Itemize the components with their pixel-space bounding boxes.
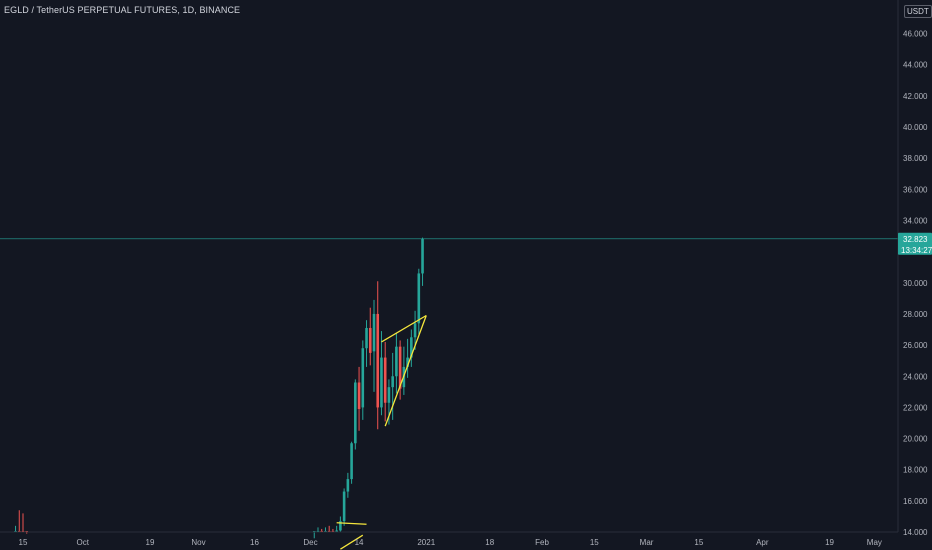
candle[interactable]: [380, 331, 383, 416]
candle[interactable]: [402, 346, 406, 395]
candle-body: [365, 327, 368, 349]
candle-body: [372, 313, 376, 352]
price-tick-label: 34.000: [903, 216, 928, 225]
price-badge-bg: [898, 232, 932, 255]
candle[interactable]: [376, 281, 380, 430]
price-tick-label: 44.000: [903, 61, 928, 70]
candle-body: [395, 346, 398, 377]
current-price-badge: 32.823 13:34:27: [898, 232, 932, 255]
price-tick-label: 26.000: [903, 341, 928, 350]
candle-body: [342, 491, 346, 522]
candle[interactable]: [342, 488, 346, 526]
countdown-label: 13:34:27: [901, 246, 932, 255]
candle[interactable]: [413, 310, 417, 350]
candle-body: [406, 357, 409, 367]
price-tick-label: 24.000: [903, 372, 928, 381]
price-tick-label: 38.000: [903, 154, 928, 163]
time-tick-label: Nov: [191, 538, 205, 547]
candle[interactable]: [417, 268, 421, 335]
candle[interactable]: [327, 525, 331, 532]
candle-body: [410, 337, 413, 358]
candle[interactable]: [316, 527, 320, 532]
price-tick-label: 46.000: [903, 30, 928, 39]
time-tick-label: 18: [485, 538, 494, 547]
price-tick-label: 28.000: [903, 310, 928, 319]
candle[interactable]: [365, 320, 368, 367]
candle-body: [383, 357, 387, 403]
candle[interactable]: [383, 341, 387, 422]
candle[interactable]: [406, 338, 409, 378]
candle-body: [398, 346, 402, 389]
price-tick-label: 30.000: [903, 279, 928, 288]
candle[interactable]: [17, 510, 21, 532]
trendline[interactable]: [340, 534, 364, 550]
price-axis: 14.000 16.000 18.000 20.000 22.000 24.000 26.0…: [897, 0, 928, 537]
candle[interactable]: [357, 366, 361, 431]
trendline[interactable]: [336, 522, 367, 525]
candle[interactable]: [339, 516, 342, 532]
candle[interactable]: [354, 379, 357, 450]
candle-body: [391, 376, 394, 388]
time-tick-label: Dec: [303, 538, 317, 547]
trendline[interactable]: [384, 315, 427, 427]
candle-body: [354, 382, 357, 444]
price-tick-label: 36.000: [903, 185, 928, 194]
time-tick-label: 15: [590, 538, 599, 547]
candle[interactable]: [324, 527, 327, 532]
price-tick-label: 16.000: [903, 497, 928, 506]
candle-body: [380, 357, 383, 408]
candle-body: [361, 348, 365, 408]
price-tick-label: 42.000: [903, 92, 928, 101]
time-tick-label: 14: [355, 538, 364, 547]
candle-body: [339, 521, 342, 531]
price-tick-label: 20.000: [903, 435, 928, 444]
time-tick-label: Mar: [640, 538, 654, 547]
candle-body: [387, 387, 391, 403]
candle[interactable]: [346, 472, 350, 498]
candle[interactable]: [421, 237, 424, 286]
time-tick-label: 2021: [417, 538, 435, 547]
candle[interactable]: [395, 332, 398, 394]
candle[interactable]: [372, 299, 376, 392]
time-tick-label: Oct: [77, 538, 90, 547]
price-tick-label: 40.000: [903, 123, 928, 132]
time-tick-label: 16: [250, 538, 259, 547]
price-tick-label: 22.000: [903, 403, 928, 412]
candles: [14, 237, 424, 539]
chart-title: EGLD / TetherUS PERPETUAL FUTURES, 1D, B…: [4, 5, 241, 15]
candle-body: [368, 327, 372, 353]
candle-body: [417, 273, 421, 324]
candle-body: [335, 530, 338, 532]
candle[interactable]: [361, 340, 365, 420]
trendlines: [336, 314, 427, 550]
candle-body: [357, 382, 361, 409]
candle-body: [413, 323, 417, 338]
time-tick-label: Feb: [535, 538, 549, 547]
candle-body: [376, 313, 380, 408]
candle[interactable]: [398, 340, 402, 400]
candle-body: [350, 443, 353, 480]
time-tick-label: 15: [694, 538, 703, 547]
candle[interactable]: [335, 525, 338, 532]
time-tick-label: Apr: [756, 538, 769, 547]
candle[interactable]: [368, 307, 372, 366]
time-axis: 15 Oct 19 Nov 16 Dec 14 2021 18 Feb 15 Mar 15 Apr 19 Ma…: [0, 531, 898, 547]
candle[interactable]: [21, 513, 25, 532]
candle[interactable]: [14, 525, 17, 532]
candle[interactable]: [410, 329, 413, 367]
trendline[interactable]: [381, 314, 427, 343]
price-tick-label: 18.000: [903, 466, 928, 475]
candle-body: [346, 479, 350, 492]
price-tick-label: 14.000: [903, 528, 928, 537]
current-price-label: 32.823: [903, 235, 928, 244]
currency-badge[interactable]: USDT: [904, 5, 932, 18]
time-tick-label: 15: [19, 538, 28, 547]
candle[interactable]: [350, 441, 353, 484]
time-tick-label: 19: [146, 538, 155, 547]
candle-body: [421, 238, 424, 274]
candle[interactable]: [391, 352, 394, 420]
time-tick-label: 19: [825, 538, 834, 547]
time-tick-label: May: [867, 538, 882, 547]
